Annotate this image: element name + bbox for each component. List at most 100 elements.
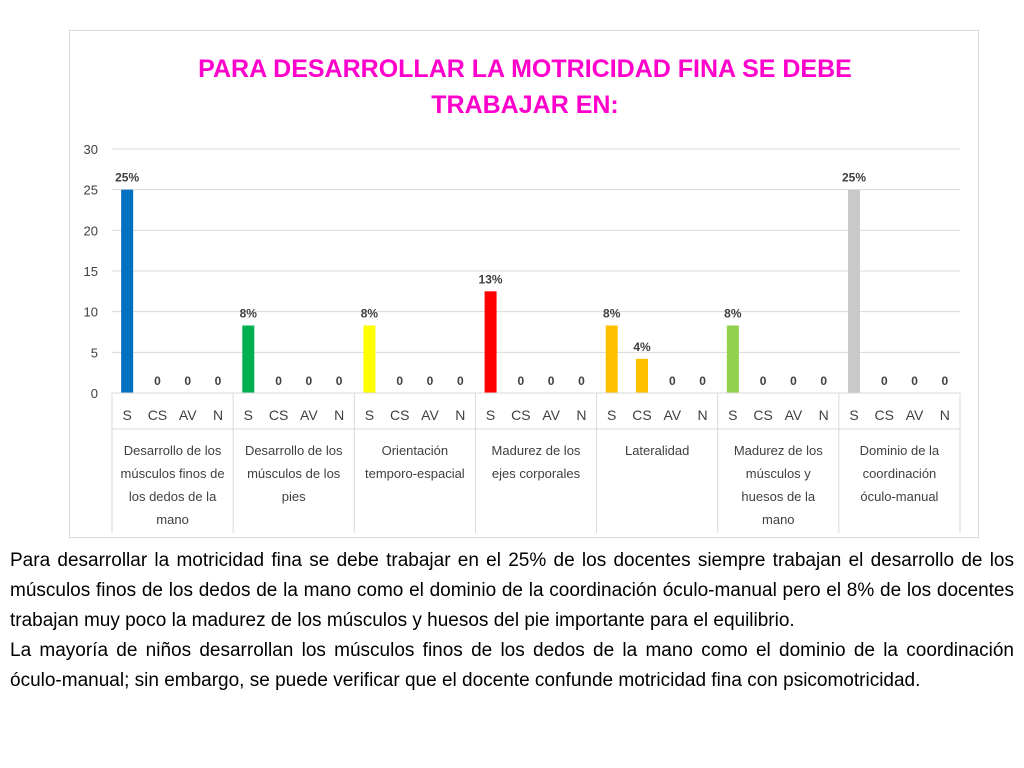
group-label-line: pies [282, 489, 306, 504]
data-label: 0 [275, 374, 282, 388]
bar-2-s [242, 325, 255, 393]
x-tick-label: AV [179, 407, 197, 423]
data-label: 0 [184, 374, 191, 388]
bars: 25% 0 0 0 8% 0 0 0 8% 0 0 0 13% 0 0 0 8% 4% 0 0 8% 0 0 0 25% 0 0 0 [115, 171, 949, 393]
group-label-line: temporo-espacial [365, 466, 465, 481]
data-label: 0 [820, 374, 827, 388]
group-label-line: Orientación [382, 443, 448, 458]
x-tick-label: N [698, 407, 708, 423]
x-tick-label: CS [269, 407, 288, 423]
group-label-line: mano [156, 512, 189, 527]
data-label: 0 [669, 374, 676, 388]
group-label-line: músculos finos de [121, 466, 225, 481]
group-label-line: Dominio de la [860, 443, 940, 458]
bar-3-s [363, 325, 376, 393]
x-tick-label: N [334, 407, 344, 423]
group-label-line: Madurez de los [734, 443, 823, 458]
x-tick-label: S [365, 407, 374, 423]
x-tick-label: AV [785, 407, 803, 423]
group-label-line: mano [762, 512, 795, 527]
bar-4-s [484, 291, 497, 393]
bar-chart: PARA DESARROLLAR LA MOTRICIDAD FINA SE D… [84, 55, 961, 533]
x-tick-label: CS [390, 407, 409, 423]
description-paragraph-1: Para desarrollar la motricidad fina se d… [10, 550, 1014, 631]
y-tick-label: 15 [84, 264, 98, 279]
y-tick-label: 5 [91, 345, 98, 360]
data-label: 0 [396, 374, 403, 388]
group-label-line: los dedos de la [129, 489, 217, 504]
x-tick-label: S [486, 407, 495, 423]
group-label-line: Desarrollo de los [245, 443, 343, 458]
x-tick-label: N [455, 407, 465, 423]
data-label: 25% [842, 171, 866, 185]
group-label-line: óculo-manual [860, 489, 938, 504]
data-label: 25% [115, 171, 139, 185]
x-tick-label: N [213, 407, 223, 423]
data-label: 0 [548, 374, 555, 388]
data-label: 0 [911, 374, 918, 388]
y-tick-label: 10 [84, 305, 98, 320]
x-tick-label: N [940, 407, 950, 423]
data-label: 0 [578, 374, 585, 388]
data-label: 13% [479, 272, 503, 286]
description-paragraph-2: La mayoría de niños desarrollan los músc… [10, 640, 1014, 691]
x-tick-label: S [607, 407, 616, 423]
data-label: 0 [518, 374, 525, 388]
y-tick-label: 20 [84, 223, 98, 238]
x-tick-label: AV [300, 407, 318, 423]
bar-5-s [605, 325, 618, 393]
data-label: 0 [699, 374, 706, 388]
y-tick-label: 0 [91, 386, 98, 401]
group-label-line: Desarrollo de los [124, 443, 222, 458]
x-tick-label: CS [148, 407, 167, 423]
data-label: 8% [724, 306, 742, 320]
x-tick-label: AV [663, 407, 681, 423]
bar-6-s [726, 325, 739, 393]
y-tick-label: 25 [84, 183, 98, 198]
x-tick-label: S [728, 407, 737, 423]
x-tick-label: S [244, 407, 253, 423]
x-tick-label: N [576, 407, 586, 423]
group-label-line: Madurez de los [492, 443, 581, 458]
data-label: 8% [240, 306, 258, 320]
x-tick-label: CS [511, 407, 530, 423]
data-label: 0 [457, 374, 464, 388]
bar-1-s [121, 189, 134, 393]
gridlines [112, 148, 960, 394]
group-label-line: coordinación [863, 466, 937, 481]
description-text: Para desarrollar la motricidad fina se d… [10, 546, 1014, 696]
y-tick-label: 30 [84, 142, 98, 157]
group-label-line: músculos y [746, 466, 812, 481]
group-label-line: ejes corporales [492, 466, 581, 481]
group-label-line: Lateralidad [625, 443, 689, 458]
x-tick-label: CS [632, 407, 651, 423]
x-tick-label: AV [421, 407, 439, 423]
data-label: 0 [942, 374, 949, 388]
x-tick-label: S [849, 407, 858, 423]
chart-container: PARA DESARROLLAR LA MOTRICIDAD FINA SE D… [69, 30, 979, 538]
data-label: 0 [215, 374, 222, 388]
bar-7-s [848, 189, 860, 393]
bar-5-cs [636, 358, 648, 393]
data-label: 0 [154, 374, 161, 388]
x-tick-label: CS [875, 407, 894, 423]
data-label: 0 [306, 374, 313, 388]
group-label-line: huesos de la [741, 489, 815, 504]
data-label: 0 [881, 374, 888, 388]
x-tick-label: N [819, 407, 829, 423]
data-label: 0 [760, 374, 767, 388]
group-label-line: músculos de los [247, 466, 341, 481]
chart-title-line-2: TRABAJAR EN: [431, 91, 619, 119]
chart-title-line-1: PARA DESARROLLAR LA MOTRICIDAD FINA SE D… [198, 55, 852, 83]
data-label: 8% [361, 306, 379, 320]
data-label: 0 [336, 374, 343, 388]
x-tick-label: CS [753, 407, 772, 423]
data-label: 4% [633, 340, 651, 354]
data-label: 8% [603, 306, 621, 320]
axes: 0 5 10 15 20 25 30 S CS AV N Desarrollo de los múscu… [84, 142, 961, 533]
data-label: 0 [427, 374, 434, 388]
x-tick-label: AV [906, 407, 924, 423]
x-tick-label: S [122, 407, 131, 423]
x-tick-label: AV [542, 407, 560, 423]
data-label: 0 [790, 374, 797, 388]
